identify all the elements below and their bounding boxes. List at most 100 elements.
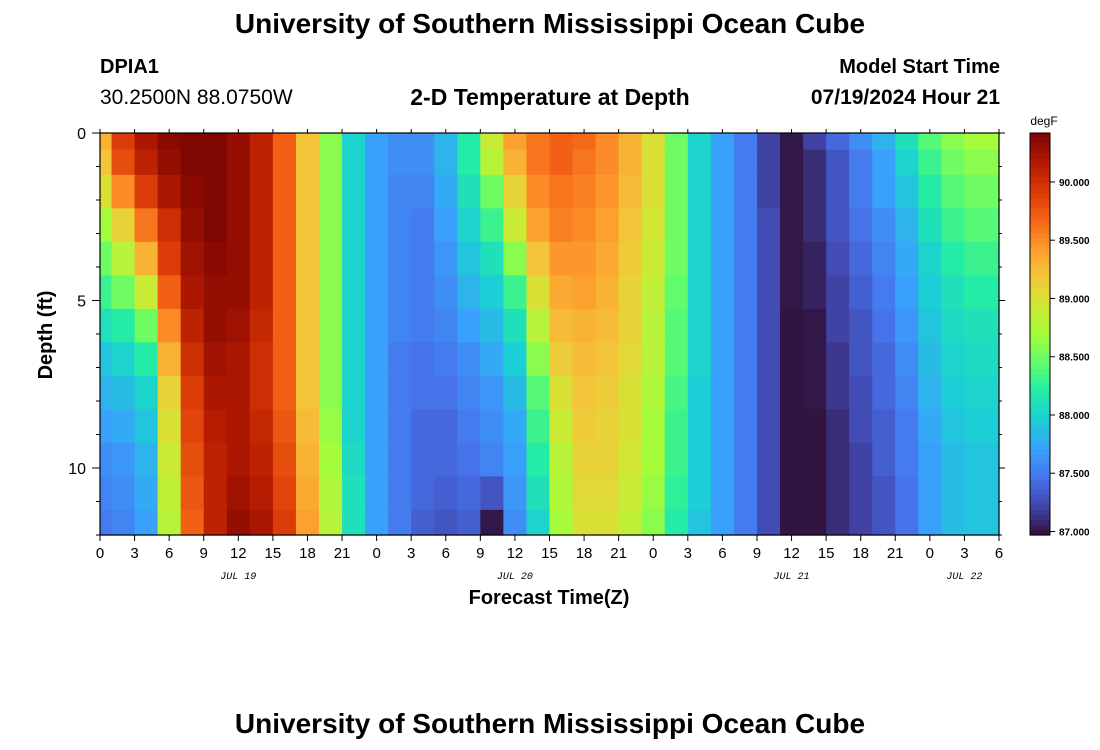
colorbar-segment [1030,479,1050,486]
heatmap-cell [388,241,412,276]
colorbar-segment [1030,323,1050,330]
heatmap-cell [572,133,597,151]
heatmap-cell [134,509,159,536]
colorbar-segment [1030,268,1050,275]
heatmap-cell [295,342,320,377]
heatmap-cell [318,375,343,410]
colorbar-segment [1030,258,1050,265]
heatmap-cell [203,375,228,410]
heatmap-cell [710,308,735,343]
heatmap-cell [756,342,781,377]
heatmap-cell [526,375,551,410]
heatmap-cell [733,342,758,377]
heatmap-cell [641,149,666,176]
colorbar-segment [1030,394,1050,400]
heatmap-cell [803,149,827,176]
heatmap-cell [987,409,1000,444]
heatmap-cell [480,442,504,477]
heatmap-cell [365,476,389,511]
heatmap-cell [641,375,666,410]
y-axis: 0 5 10 [68,126,1005,536]
heatmap-cell [434,342,458,377]
heatmap-cell [941,342,966,377]
heatmap-cell [180,342,205,377]
heatmap-cell [941,174,966,209]
heatmap-cell [111,442,136,477]
colorbar-segment [1030,524,1050,531]
heatmap-cell [526,241,551,276]
heatmap-cell [457,342,481,377]
heatmap-cell [803,442,827,477]
heatmap-cell [503,375,528,410]
heatmap-cell [457,149,481,176]
x-tick-label: 0 [649,545,657,562]
heatmap-cell [549,375,574,410]
heatmap-cell [618,241,643,276]
heatmap-cells [100,133,1000,536]
heatmap-cell [964,241,989,276]
heatmap-cell [503,133,528,151]
heatmap-cell [987,174,1000,209]
heatmap-cell [733,208,758,243]
colorbar-segment [1030,429,1050,436]
heatmap-cell [964,509,989,536]
heatmap-cell [203,476,228,511]
heatmap-cell [480,208,504,243]
heatmap-cell [572,308,597,343]
heatmap-cell [756,476,781,511]
x-tick-label: 12 [783,545,800,562]
footer-title: University of Southern Mississippi Ocean… [234,708,866,739]
x-tick-label: 18 [852,545,869,562]
heatmap-cell [457,375,481,410]
heatmap-cell [434,409,458,444]
colorbar-segment [1030,138,1050,144]
heatmap-cell [272,149,297,176]
heatmap-cell [687,174,712,209]
heatmap-cell [918,208,942,243]
colorbar-segment [1030,218,1050,225]
heatmap-cell [365,442,389,477]
heatmap-cell [756,241,781,276]
heatmap-cell [895,308,919,343]
colorbar-segment [1030,464,1050,471]
heatmap-cell [826,208,850,243]
heatmap-cell [480,275,504,310]
heatmap-cell [618,308,643,343]
heatmap-cell [756,442,781,477]
heatmap-cell [203,133,228,151]
heatmap-cell [318,442,343,477]
heatmap-cell [180,308,205,343]
heatmap-cell [595,149,620,176]
heatmap-cell [872,174,896,209]
heatmap-cell [918,241,942,276]
heatmap-cell [503,241,528,276]
x-axis: 0 3 6 9 12 15 18 21 0 3 6 9 12 15 18 21 0 3 6 9 12 15 18 21 0 3 6 J… [96,129,1003,583]
heatmap-cell [157,308,182,343]
heatmap-cell [572,409,597,444]
heatmap-cell [710,174,735,209]
heatmap-cell [134,149,159,176]
heatmap-cell [480,241,504,276]
heatmap-cell [849,375,873,410]
heatmap-cell [480,375,504,410]
heatmap-cell [226,149,251,176]
colorbar-segment [1030,439,1050,446]
heatmap-cell [780,509,804,536]
colorbar-segment [1030,354,1050,360]
heatmap-cell [803,208,827,243]
heatmap-cell [664,509,689,536]
heatmap-cell [803,133,827,151]
heatmap-cell [756,308,781,343]
heatmap-cell [134,476,159,511]
x-tick-label: 0 [926,545,934,562]
heatmap-cell [641,509,666,536]
colorbar-segment [1030,223,1050,230]
heatmap-cell [318,275,343,310]
heatmap-cell [641,476,666,511]
heatmap-cell [457,442,481,477]
x-tick-label: 9 [753,545,761,562]
heatmap-cell [295,375,320,410]
heatmap-cell [595,174,620,209]
heatmap-cell [318,308,343,343]
heatmap-cell [733,442,758,477]
